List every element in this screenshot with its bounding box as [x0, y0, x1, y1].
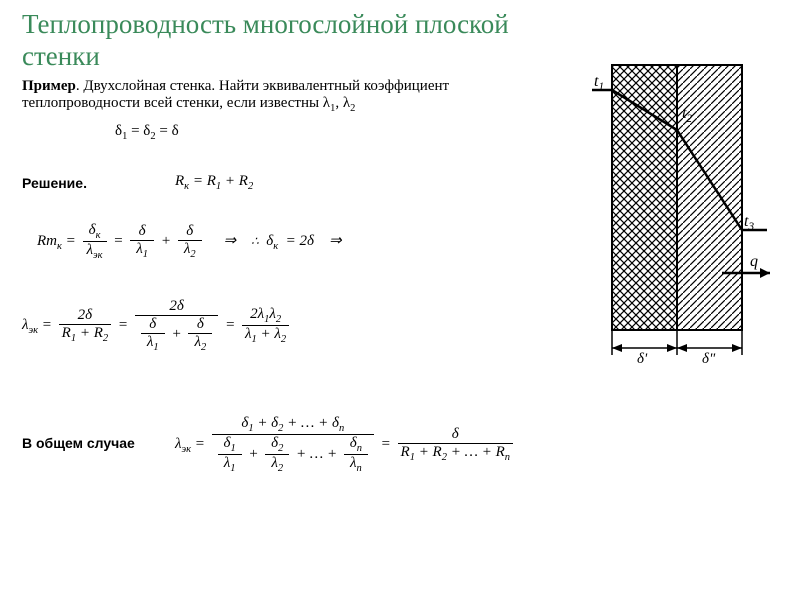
- solution-label: Решение.: [22, 175, 87, 191]
- title-line2: стенки: [22, 41, 100, 71]
- label-d2: δ": [702, 351, 715, 368]
- label-t1: t1: [594, 73, 604, 93]
- label-t3: t3: [744, 213, 754, 233]
- eq-line3: λэк = 2δ R1 + R2 = 2δ δλ1 + δλ2 = 2λ1λ2 …: [22, 298, 292, 353]
- example-label: Пример: [22, 78, 76, 94]
- problem-text: Пример. Двухслойная стенка. Найти эквива…: [22, 78, 512, 114]
- eq-general: λэк = δ1 + δ2 + … + δn δ1λ1 + δ2λ2 + … +…: [175, 415, 516, 474]
- title-line1: Теплопроводность многослойной плоской: [22, 9, 509, 39]
- general-label: В общем случае: [22, 435, 135, 451]
- label-q: q: [750, 253, 758, 271]
- label-d1: δ': [637, 351, 647, 368]
- eq-deltas: δ1 = δ2 = δ: [115, 123, 179, 142]
- label-t2: t2: [682, 105, 692, 125]
- eq-line2: Rmк = δк λэк = δλ1 + δλ2 ⇒ ∴ δк = 2δ ⇒: [37, 222, 342, 261]
- eq-r: Rк = R1 + R2: [175, 173, 253, 192]
- two-layer-wall-diagram: t1 t2 t3 q δ' δ": [592, 55, 772, 380]
- page-title: Теплопроводность многослойной плоской ст…: [22, 8, 582, 73]
